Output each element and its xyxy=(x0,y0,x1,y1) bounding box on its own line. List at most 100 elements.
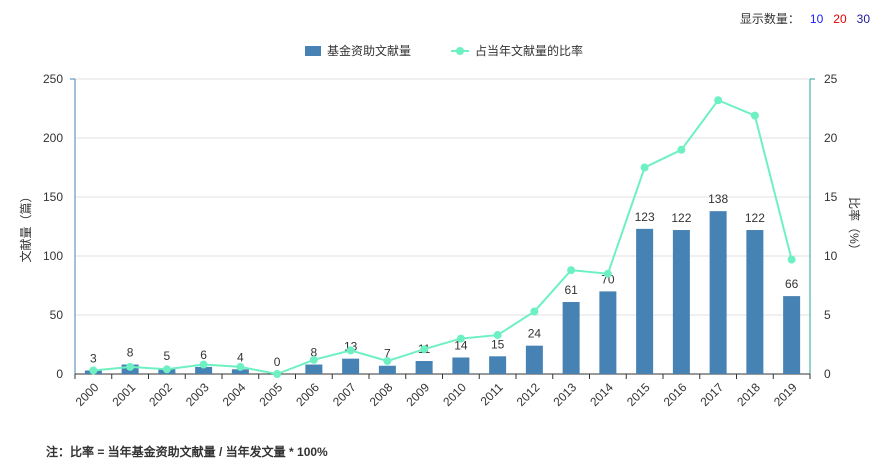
x-tick-label: 2009 xyxy=(403,380,432,409)
bar xyxy=(709,211,727,374)
bar xyxy=(562,302,580,374)
x-tick-label: 2015 xyxy=(624,380,653,409)
bar-value-label: 4 xyxy=(237,350,244,364)
display-count-option-30[interactable]: 30 xyxy=(856,11,870,26)
ratio-point xyxy=(383,357,392,366)
x-tick-label: 2006 xyxy=(293,380,322,409)
bar-value-label: 122 xyxy=(671,211,691,225)
x-tick-label: 2001 xyxy=(109,380,138,409)
y-tick-label: 0 xyxy=(56,367,63,381)
x-tick-label: 2007 xyxy=(330,380,359,409)
display-count-option-20[interactable]: 20 xyxy=(833,11,847,26)
y-tick-label: 200 xyxy=(43,131,63,145)
ratio-note: 注：比率 = 当年基金资助文献量 / 当年发文量 * 100% xyxy=(46,445,328,459)
y-tick-label: 50 xyxy=(50,308,64,322)
display-count-selector: 显示数量： 10 20 30 xyxy=(740,10,870,27)
x-tick-label: 2018 xyxy=(734,380,763,409)
ratio-point xyxy=(567,266,576,275)
y2-tick-label: 25 xyxy=(824,72,838,86)
y2-tick-label: 15 xyxy=(824,190,838,204)
y2-tick-label: 10 xyxy=(824,249,838,263)
chart-legend: 基金资助文献量 占当年文献量的比率 xyxy=(0,42,888,59)
bar xyxy=(489,356,507,374)
bar xyxy=(525,345,543,374)
display-count-label: 显示数量： xyxy=(739,12,800,26)
legend-label-ratio: 占当年文献量的比率 xyxy=(475,44,584,58)
legend-item-ratio[interactable]: 占当年文献量的比率 xyxy=(451,42,583,59)
bar xyxy=(746,230,764,374)
bar-value-label: 8 xyxy=(311,346,318,360)
ratio-point xyxy=(714,96,723,105)
x-tick-label: 2005 xyxy=(256,380,285,409)
bar-value-label: 123 xyxy=(635,210,655,224)
ratio-point xyxy=(677,145,686,154)
bar xyxy=(195,366,213,374)
ratio-point xyxy=(603,269,612,278)
ratio-point xyxy=(162,365,171,374)
bar-value-label: 6 xyxy=(200,348,207,362)
ratio-point xyxy=(420,345,429,354)
ratio-point xyxy=(199,360,208,369)
x-tick-label: 2008 xyxy=(367,380,396,409)
x-tick-label: 2012 xyxy=(514,380,543,409)
bar-value-label: 8 xyxy=(127,346,134,360)
ratio-point xyxy=(273,370,282,378)
y-tick-label: 150 xyxy=(43,190,63,204)
ratio-point xyxy=(456,334,465,343)
bar xyxy=(452,357,470,374)
x-tick-label: 2019 xyxy=(771,380,800,409)
ratio-line xyxy=(93,99,793,376)
y2-tick-label: 5 xyxy=(824,308,831,322)
bar xyxy=(378,365,396,374)
x-tick-label: 2016 xyxy=(661,380,690,409)
y-tick-label: 100 xyxy=(43,249,63,263)
legend-line-swatch xyxy=(451,46,469,56)
bar-value-label: 61 xyxy=(564,283,578,297)
ratio-point xyxy=(126,362,135,371)
x-tick-label: 2004 xyxy=(220,380,249,409)
bar-value-label: 14 xyxy=(454,338,468,352)
ratio-point xyxy=(309,355,318,364)
y2-tick-label: 20 xyxy=(824,131,838,145)
bar xyxy=(415,361,433,374)
bar-value-label: 138 xyxy=(708,192,728,206)
x-tick-label: 2017 xyxy=(697,380,726,409)
bar xyxy=(231,369,249,374)
x-tick-label: 2000 xyxy=(73,380,102,409)
legend-item-funded-count[interactable]: 基金资助文献量 xyxy=(304,42,411,59)
bar-value-label: 122 xyxy=(745,211,765,225)
x-tick-label: 2014 xyxy=(587,380,616,409)
bar xyxy=(636,228,654,374)
bar-value-label: 66 xyxy=(785,277,799,291)
ratio-point xyxy=(236,362,245,371)
bar-value-label: 15 xyxy=(491,337,505,351)
ratio-point xyxy=(493,331,502,340)
bar xyxy=(599,291,617,374)
ratio-point xyxy=(89,366,98,375)
x-tick-label: 2003 xyxy=(183,380,212,409)
bar-value-label: 0 xyxy=(274,355,281,369)
ratio-point xyxy=(346,346,355,355)
y2-tick-label: 0 xyxy=(824,367,831,381)
display-count-option-10[interactable]: 10 xyxy=(809,11,824,26)
x-tick-label: 2002 xyxy=(146,380,175,409)
ratio-point xyxy=(750,111,759,120)
bar-value-label: 7 xyxy=(384,347,391,361)
y-axis-title: 文献量（篇） xyxy=(18,190,33,262)
ratio-point xyxy=(640,163,649,172)
bar-value-label: 5 xyxy=(164,349,171,363)
x-tick-label: 2011 xyxy=(478,380,506,408)
ratio-point xyxy=(787,255,796,264)
ratio-point xyxy=(530,307,539,316)
bar xyxy=(342,358,360,374)
legend-bar-swatch xyxy=(304,45,321,56)
bar xyxy=(783,296,801,374)
legend-label-funded-count: 基金资助文献量 xyxy=(326,44,411,58)
y2-axis-title: 比率（%） xyxy=(847,197,862,256)
bar-value-label: 3 xyxy=(90,351,97,365)
bar-value-label: 24 xyxy=(528,327,542,341)
bar xyxy=(672,230,690,374)
y-tick-label: 250 xyxy=(43,72,63,86)
x-tick-label: 2013 xyxy=(550,380,579,409)
